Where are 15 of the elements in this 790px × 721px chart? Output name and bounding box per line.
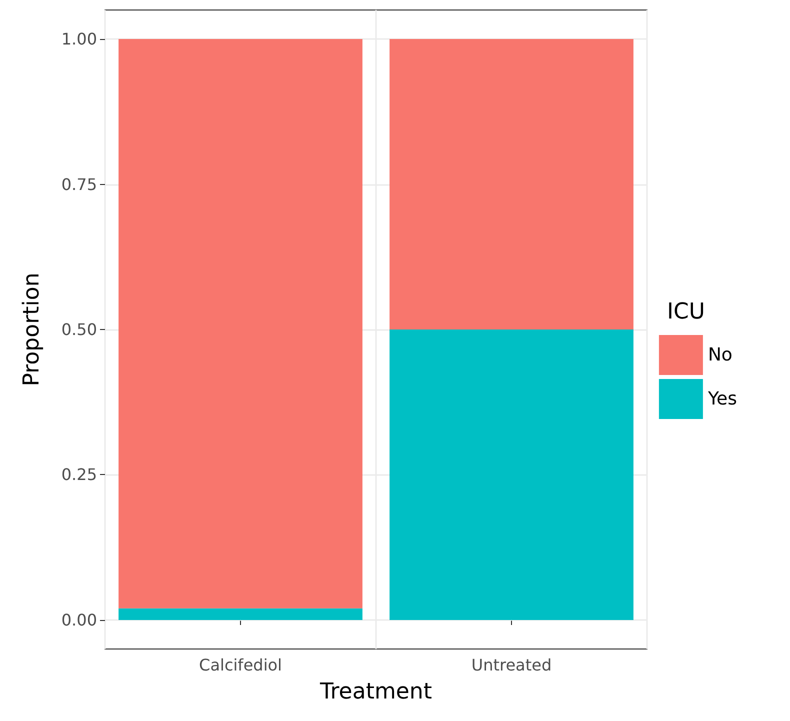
x-axis-title: Treatment	[319, 680, 432, 704]
bar	[118, 608, 362, 620]
y-axis-title: Proportion	[20, 272, 44, 386]
y-tick-label: 0.00	[61, 610, 97, 630]
y-tick-label: 0.50	[61, 320, 97, 339]
legend-title: ICU	[667, 300, 705, 324]
x-tick-label: Untreated	[471, 656, 552, 674]
legend-label: No	[708, 344, 732, 366]
bar	[390, 330, 634, 620]
y-tick-label: 1.00	[61, 30, 97, 49]
y-tick-label: 0.25	[61, 465, 97, 484]
x-tick-label: Calcifediol	[199, 656, 282, 674]
legend-label: Yes	[706, 388, 738, 410]
bar	[390, 39, 634, 330]
y-tick-label: 0.75	[61, 174, 97, 194]
